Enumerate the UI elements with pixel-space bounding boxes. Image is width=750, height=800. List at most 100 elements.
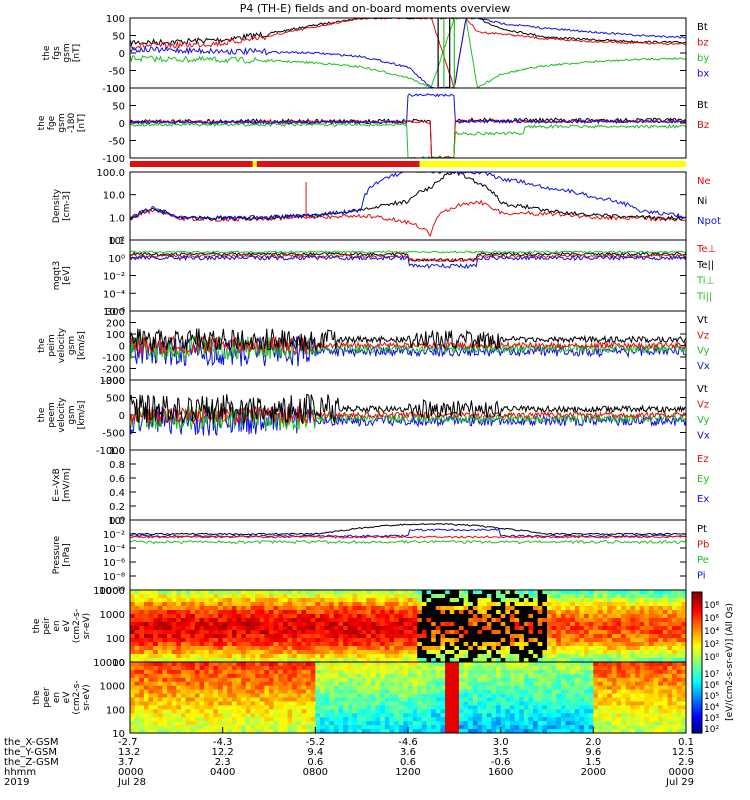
- spec-cell: [681, 638, 687, 643]
- spec-cell: [482, 650, 488, 655]
- spec-cell: [658, 610, 664, 615]
- spec-cell: [153, 705, 159, 710]
- spec-cell: [199, 717, 205, 722]
- spec-cell: [440, 673, 446, 679]
- spec-cell: [639, 650, 645, 655]
- spec-cell: [551, 662, 557, 667]
- spec-cell: [231, 729, 238, 734]
- spec-cell: [333, 721, 339, 726]
- spec-cell: [143, 709, 150, 714]
- spec-cell: [153, 638, 159, 643]
- spec-cell: [227, 709, 233, 714]
- spec-cell: [662, 705, 668, 710]
- spec-cell: [449, 658, 455, 663]
- spec-cell: [315, 650, 321, 655]
- spec-cell: [269, 618, 275, 623]
- spec-cell: [296, 673, 302, 679]
- spec-cell: [384, 658, 390, 663]
- spec-cell: [417, 673, 423, 679]
- spec-cell: [194, 618, 200, 623]
- spec-cell: [306, 642, 312, 647]
- spec-cell: [333, 725, 339, 730]
- spec-cell: [625, 638, 631, 643]
- spec-cell: [611, 709, 617, 714]
- spec-cell: [616, 693, 622, 698]
- spec-cell: [315, 721, 321, 726]
- spec-cell: [306, 638, 312, 643]
- spec-cell: [523, 646, 529, 651]
- spec-cell: [255, 634, 261, 639]
- spec-cell: [533, 709, 539, 714]
- spec-cell: [639, 642, 645, 647]
- spec-cell: [681, 705, 687, 710]
- spec-cell: [287, 606, 293, 611]
- spec-cell: [343, 602, 349, 607]
- spec-cell: [588, 642, 594, 647]
- spec-cell: [621, 654, 627, 659]
- spec-cell: [306, 634, 312, 639]
- spec-cell: [347, 662, 353, 667]
- spec-cell: [347, 626, 353, 631]
- spec-cell: [343, 654, 349, 659]
- spec-cell: [259, 701, 265, 706]
- spec-cell: [412, 646, 418, 651]
- spec-cell: [143, 713, 150, 718]
- spec-cell: [556, 721, 562, 726]
- ylabel-line: eV: [62, 691, 72, 704]
- spec-cell: [324, 677, 330, 683]
- spec-cell: [533, 689, 539, 695]
- ylabel-line: en: [52, 620, 62, 631]
- spec-cell: [269, 717, 275, 722]
- spec-cell: [653, 717, 659, 722]
- spec-cell: [630, 705, 636, 710]
- spec-cell: [681, 602, 687, 607]
- spec-cell: [579, 693, 585, 698]
- spec-cell: [347, 630, 353, 635]
- spec-cell: [602, 594, 608, 599]
- spec-cell: [366, 618, 372, 623]
- spec-cell: [375, 717, 381, 722]
- spec-cell: [579, 642, 585, 647]
- spec-cell: [486, 662, 492, 667]
- spec-cell: [560, 630, 567, 635]
- spec-cell: [560, 729, 567, 734]
- spec-cell: [431, 618, 437, 623]
- spec-cell: [134, 622, 140, 627]
- spec-cell: [579, 725, 585, 730]
- spec-cell: [157, 650, 163, 655]
- spec-cell: [384, 681, 390, 687]
- spec-cell: [278, 598, 284, 603]
- spec-cell: [343, 669, 349, 675]
- spec-cell: [658, 622, 664, 627]
- spec-cell: [333, 689, 339, 695]
- spec-cell: [250, 602, 256, 607]
- spec-cell: [361, 709, 367, 714]
- spec-cell: [315, 669, 321, 675]
- spec-cell: [134, 650, 140, 655]
- spec-cell: [593, 705, 599, 710]
- spec-cell: [199, 705, 205, 710]
- header-row-label: 2019: [4, 777, 29, 788]
- spec-cell: [417, 642, 423, 647]
- spec-cell: [412, 634, 418, 639]
- spec-cell: [607, 658, 613, 663]
- spec-cell: [375, 669, 381, 675]
- spec-cell: [204, 697, 210, 702]
- spec-cell: [306, 598, 312, 603]
- spec-cell: [533, 697, 539, 702]
- spec-cell: [380, 689, 386, 695]
- mode-bar: [130, 161, 686, 167]
- spec-cell: [333, 610, 339, 615]
- spec-cell: [394, 665, 400, 671]
- spec-cell: [375, 697, 381, 702]
- spec-cell: [389, 658, 395, 663]
- spec-cell: [357, 721, 363, 726]
- spec-cell: [472, 594, 478, 599]
- spec-cell: [153, 725, 159, 730]
- spec-cell: [616, 650, 622, 655]
- spec-cell: [417, 705, 423, 710]
- spec-cell: [621, 610, 627, 615]
- spec-cell: [199, 721, 205, 726]
- spec-cell: [218, 590, 224, 595]
- spec-cell: [579, 614, 585, 619]
